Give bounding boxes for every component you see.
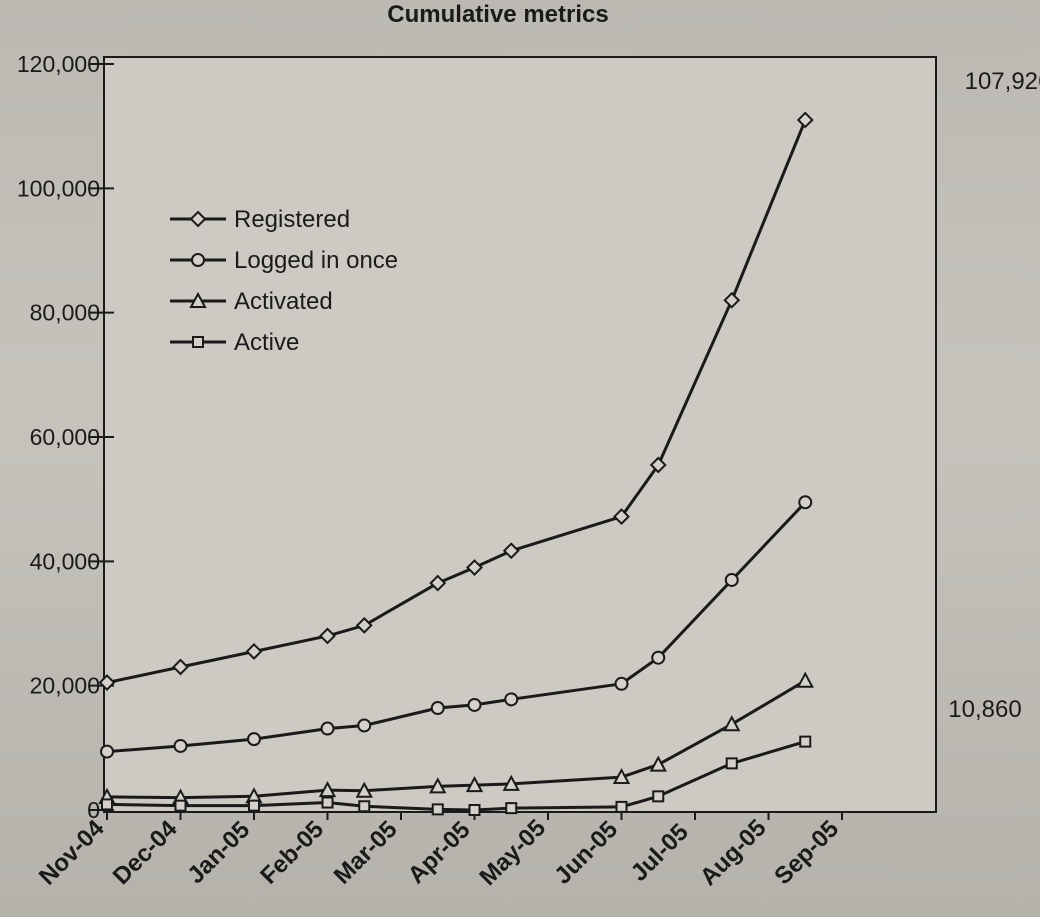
data-point-registered [319, 627, 336, 645]
y-tick-label: 0 [87, 797, 100, 823]
legend-marker-registered [189, 210, 207, 228]
data-point-registered [502, 542, 520, 560]
legend-marker-active [192, 336, 204, 348]
y-tick-label: 100,000 [17, 175, 100, 201]
data-point-active [652, 790, 665, 803]
chart-title: Cumulative metrics [387, 1, 608, 28]
series-layer [98, 111, 814, 816]
series-line-registered [106, 119, 807, 685]
x-tick-label: Nov-04 [34, 814, 110, 890]
legend-item-logged-in-once: Logged in once [170, 247, 398, 274]
data-point-active [431, 803, 444, 816]
legend-marker-logged-in-once [191, 253, 205, 267]
data-point-activated [649, 755, 667, 772]
y-axis: 0 20,000 40,000 60,000 80,000 100,000 120,000 [17, 51, 114, 823]
data-point-active [174, 799, 187, 812]
data-point-logged-in-once [247, 732, 261, 747]
x-tick-label: Apr-05 [403, 816, 476, 889]
legend-item-registered: Registered [170, 206, 350, 233]
y-tick-label: 20,000 [30, 673, 100, 699]
data-point-registered [98, 674, 116, 691]
data-point-registered [723, 291, 741, 309]
series-line-logged-in-once [106, 501, 807, 754]
legend-label-active: Active [234, 329, 299, 356]
data-point-registered [796, 111, 814, 129]
x-tick-label: Aug-05 [695, 814, 772, 891]
y-tick-label: 60,000 [30, 424, 100, 450]
end-value-label: 107,926 [965, 68, 1040, 95]
legend-label-logged-in-once: Logged in once [234, 247, 398, 274]
data-point-active [248, 799, 260, 812]
data-point-activated [502, 774, 520, 791]
data-point-logged-in-once [614, 676, 629, 691]
data-point-active [725, 757, 738, 770]
series-line-active [106, 740, 806, 812]
legend-label-activated: Activated [234, 288, 333, 315]
x-tick-label: Sep-05 [769, 815, 844, 890]
data-point-registered [613, 508, 630, 525]
x-tick-label: Jan-05 [182, 816, 255, 889]
data-point-active [358, 800, 371, 813]
data-point-activated [318, 780, 337, 798]
legend-item-activated: Activated [170, 288, 333, 315]
data-point-registered [172, 658, 189, 676]
data-point-logged-in-once [173, 738, 188, 753]
data-point-active [101, 798, 113, 811]
data-point-activated [465, 776, 484, 793]
y-tick-label: 80,000 [30, 300, 100, 326]
data-point-active [468, 804, 481, 816]
data-point-activated [723, 715, 741, 732]
legend-marker-activated [189, 291, 207, 308]
y-tick-label: 40,000 [30, 548, 100, 574]
series-line-activated [106, 679, 807, 800]
data-point-active [321, 796, 334, 809]
end-value-label: 10,860 [948, 696, 1021, 723]
data-point-registered [429, 574, 447, 592]
data-point-activated [796, 671, 814, 688]
data-point-registered [649, 456, 667, 474]
data-point-logged-in-once [798, 495, 813, 510]
data-point-logged-in-once [100, 744, 114, 759]
data-point-activated [355, 781, 373, 798]
x-tick-label: Dec-04 [108, 815, 183, 890]
data-point-logged-in-once [504, 692, 519, 707]
y-tick-label: 120,000 [17, 51, 100, 77]
x-tick-label: Feb-05 [255, 816, 329, 890]
annotations: 107,926 10,860 [948, 68, 1040, 723]
data-point-registered [355, 616, 373, 634]
legend-label-registered: Registered [234, 206, 350, 233]
series-registered [98, 111, 814, 691]
series-active [101, 735, 812, 816]
x-tick-label: Mar-05 [329, 816, 403, 890]
data-point-active [799, 735, 812, 748]
x-tick-label: May-05 [474, 814, 551, 891]
data-point-active [505, 802, 518, 815]
legend: Registered Logged in once Activated Active [170, 206, 398, 356]
x-tick-label: Jun-05 [549, 816, 623, 890]
data-point-registered [245, 643, 263, 660]
data-point-logged-in-once [320, 721, 335, 736]
data-point-activated [429, 777, 447, 794]
data-point-logged-in-once [467, 697, 482, 712]
series-logged-in-once [100, 495, 813, 759]
data-point-registered [466, 559, 483, 576]
data-point-logged-in-once [724, 572, 739, 587]
data-point-logged-in-once [430, 701, 445, 716]
data-point-activated [612, 767, 631, 785]
x-tick-label: Jul-05 [626, 819, 694, 887]
legend-item-active: Active [170, 329, 299, 356]
data-point-active [615, 800, 628, 813]
data-point-logged-in-once [357, 718, 372, 733]
data-point-logged-in-once [651, 650, 666, 665]
